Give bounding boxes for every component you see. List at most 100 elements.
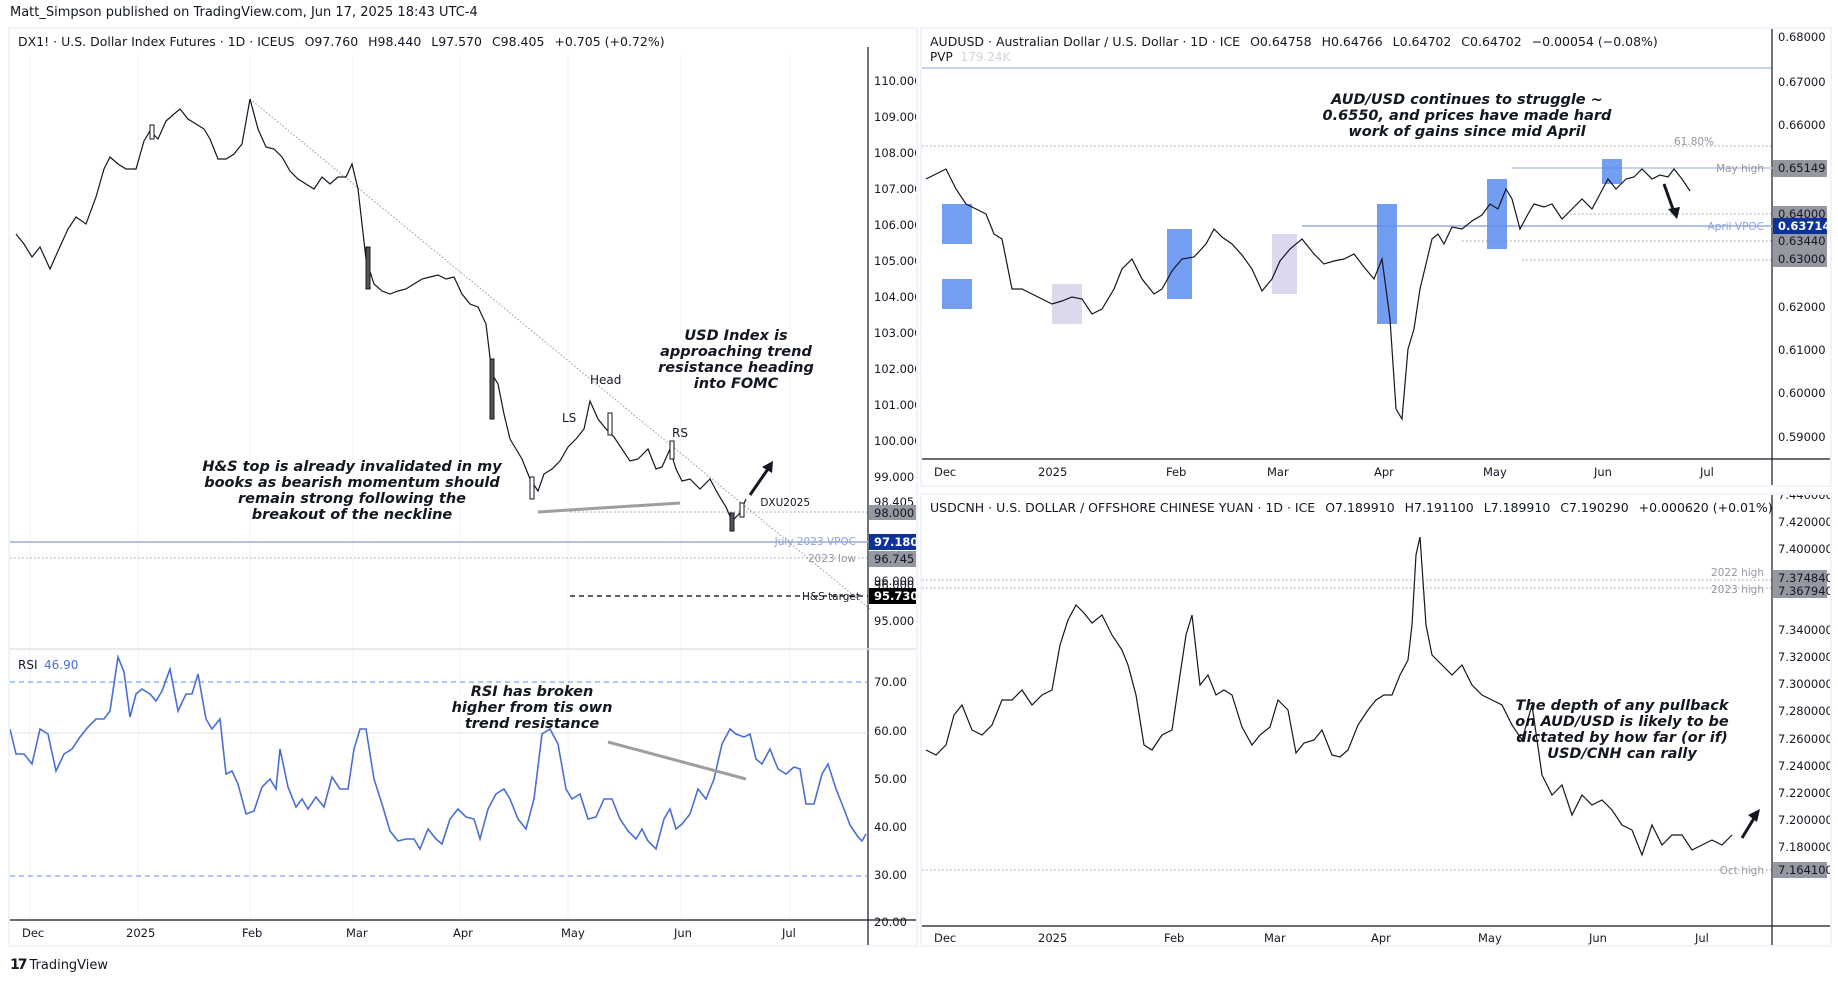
- svg-text:98.000: 98.000: [874, 506, 914, 520]
- svg-text:Apr: Apr: [1371, 931, 1391, 945]
- usdcnh-annotation: The depth of any pullback on AUD/USD is …: [1515, 698, 1730, 762]
- svg-text:Jul: Jul: [1694, 931, 1709, 945]
- svg-text:May: May: [1478, 931, 1502, 945]
- pvp-indicator[interactable]: PVP 179.24K: [930, 50, 1011, 64]
- down-arrow-icon: [1662, 183, 1680, 219]
- dxy-chart-panel[interactable]: DX1! · U.S. Dollar Index Futures · 1D · …: [8, 27, 918, 947]
- svg-text:61.80%: 61.80%: [1674, 136, 1714, 148]
- svg-text:May: May: [1483, 465, 1507, 479]
- audusd-chart-panel[interactable]: AUDUSD · Australian Dollar / U.S. Dollar…: [920, 27, 1832, 487]
- low-value: L0.64702: [1392, 34, 1452, 49]
- svg-text:remain strong following the: remain strong following the: [238, 491, 466, 507]
- svg-text:40.00: 40.00: [874, 820, 907, 834]
- svg-text:104.000: 104.000: [874, 290, 916, 304]
- svg-text:7.440000: 7.440000: [1778, 495, 1830, 502]
- svg-text:7.260000: 7.260000: [1778, 732, 1830, 746]
- svg-text:Jun: Jun: [1588, 931, 1607, 945]
- usdcnh-price-axis: 7.440000 7.420000 7.400000 7.340000 7.32…: [1778, 495, 1830, 854]
- time-axis-labels: Dec 2025 Feb Mar Apr May Jun Jul: [22, 926, 796, 940]
- high-value: H7.191100: [1404, 500, 1474, 515]
- audusd-chart-canvas[interactable]: 0.68000 0.67000 0.66000 0.62000 0.61000 …: [922, 29, 1830, 485]
- audusd-annotation: AUD/USD continues to struggle ~ 0.6550, …: [1323, 92, 1613, 140]
- low-value: L7.189910: [1483, 500, 1551, 515]
- svg-text:30.00: 30.00: [874, 868, 907, 882]
- svg-text:Apr: Apr: [1374, 465, 1394, 479]
- svg-text:0.63000: 0.63000: [1778, 252, 1826, 266]
- svg-text:Jul: Jul: [1699, 465, 1714, 479]
- svg-text:7.180000: 7.180000: [1778, 840, 1830, 854]
- svg-text:AUD/USD continues to struggle: AUD/USD continues to struggle ~: [1330, 92, 1603, 108]
- svg-text:H&S top is already invalidated: H&S top is already invalidated in my: [202, 459, 502, 475]
- change-value: +0.705 (+0.72%): [554, 34, 665, 49]
- svg-text:Oct high: Oct high: [1720, 865, 1764, 877]
- svg-text:0.68000: 0.68000: [1778, 30, 1826, 44]
- svg-text:108.000: 108.000: [874, 146, 916, 160]
- svg-text:7.400000: 7.400000: [1778, 542, 1830, 556]
- svg-text:USD/CNH can rally: USD/CNH can rally: [1547, 746, 1697, 762]
- neckline: [537, 501, 681, 514]
- svg-text:Feb: Feb: [242, 926, 262, 940]
- svg-text:work of gains since mid April: work of gains since mid April: [1348, 124, 1586, 140]
- svg-text:2025: 2025: [1038, 931, 1067, 945]
- audusd-header: AUDUSD · Australian Dollar / U.S. Dollar…: [930, 34, 1658, 49]
- svg-text:resistance heading: resistance heading: [658, 360, 814, 376]
- high-value: H0.64766: [1321, 34, 1383, 49]
- change-value: +0.000620 (+0.01%): [1638, 500, 1773, 515]
- audusd-price-axis: 0.68000 0.67000 0.66000 0.62000 0.61000 …: [1778, 30, 1826, 444]
- tradingview-logo[interactable]: 17 TradingView: [10, 957, 108, 973]
- svg-text:Feb: Feb: [1166, 465, 1186, 479]
- svg-text:96.745: 96.745: [874, 552, 914, 566]
- svg-text:107.000: 107.000: [874, 182, 916, 196]
- svg-text:0.66000: 0.66000: [1778, 118, 1826, 132]
- svg-text:on AUD/USD is likely to be: on AUD/USD is likely to be: [1515, 714, 1729, 730]
- dxy-chart-canvas[interactable]: 110.000 109.000 108.000 107.000 106.000 …: [10, 29, 916, 945]
- svg-text:The depth of any pullback: The depth of any pullback: [1516, 698, 1730, 714]
- svg-text:books as bearish momentum shou: books as bearish momentum should: [204, 475, 500, 491]
- svg-text:99.000: 99.000: [874, 470, 914, 484]
- svg-text:Feb: Feb: [1164, 931, 1184, 945]
- svg-text:0.63714: 0.63714: [1778, 219, 1830, 233]
- usdcnh-chart-canvas[interactable]: 7.440000 7.420000 7.400000 7.340000 7.32…: [922, 495, 1830, 945]
- svg-text:100.000: 100.000: [874, 434, 916, 448]
- svg-text:2025: 2025: [126, 926, 155, 940]
- svg-text:7.320000: 7.320000: [1778, 650, 1830, 664]
- audusd-price-series: [925, 168, 1691, 421]
- svg-text:DXU2025: DXU2025: [760, 497, 810, 509]
- svg-text:RSI has broken: RSI has broken: [471, 684, 594, 700]
- close-value: C0.64702: [1461, 34, 1522, 49]
- svg-text:Dec: Dec: [934, 931, 956, 945]
- svg-text:0.60000: 0.60000: [1778, 386, 1826, 400]
- svg-text:97.180: 97.180: [874, 535, 916, 549]
- svg-text:7.280000: 7.280000: [1778, 704, 1830, 718]
- svg-text:Dec: Dec: [22, 926, 44, 940]
- volume-profiles: [942, 159, 1622, 324]
- open-value: O0.64758: [1250, 34, 1312, 49]
- symbol-title[interactable]: AUDUSD · Australian Dollar / U.S. Dollar…: [930, 34, 1241, 49]
- svg-text:60.00: 60.00: [874, 724, 907, 738]
- symbol-title[interactable]: USDCNH · U.S. DOLLAR / OFFSHORE CHINESE …: [930, 500, 1316, 515]
- svg-text:102.000: 102.000: [874, 362, 916, 376]
- up-arrow-icon: [748, 461, 773, 496]
- svg-text:Mar: Mar: [1267, 465, 1289, 479]
- rsi-value: 46.90: [44, 658, 78, 672]
- svg-text:70.00: 70.00: [874, 675, 907, 689]
- symbol-title[interactable]: DX1! · U.S. Dollar Index Futures · 1D · …: [18, 34, 295, 49]
- svg-text:103.000: 103.000: [874, 326, 916, 340]
- svg-text:101.000: 101.000: [874, 398, 916, 412]
- svg-text:July 2023 VPOC: July 2023 VPOC: [774, 536, 856, 548]
- usdcnh-price-series: [925, 536, 1733, 857]
- svg-text:7.374840: 7.374840: [1778, 571, 1830, 585]
- rsi-series: [10, 653, 867, 851]
- svg-text:May high: May high: [1716, 163, 1764, 175]
- svg-text:7.367940: 7.367940: [1778, 584, 1830, 598]
- usdcnh-chart-panel[interactable]: USDCNH · U.S. DOLLAR / OFFSHORE CHINESE …: [920, 493, 1832, 947]
- svg-text:7.164100: 7.164100: [1778, 863, 1830, 877]
- svg-text:7.340000: 7.340000: [1778, 623, 1830, 637]
- svg-text:2023 low: 2023 low: [808, 553, 856, 565]
- tradingview-logo-icon: 17: [10, 957, 28, 973]
- publisher-line: Matt_Simpson published on TradingView.co…: [10, 5, 478, 20]
- svg-text:higher from tis own: higher from tis own: [452, 700, 613, 716]
- audusd-time-axis: Dec 2025 Feb Mar Apr May Jun Jul: [934, 465, 1714, 479]
- open-value: O7.189910: [1325, 500, 1395, 515]
- svg-text:0.6550, and prices have made h: 0.6550, and prices have made hard: [1323, 108, 1613, 124]
